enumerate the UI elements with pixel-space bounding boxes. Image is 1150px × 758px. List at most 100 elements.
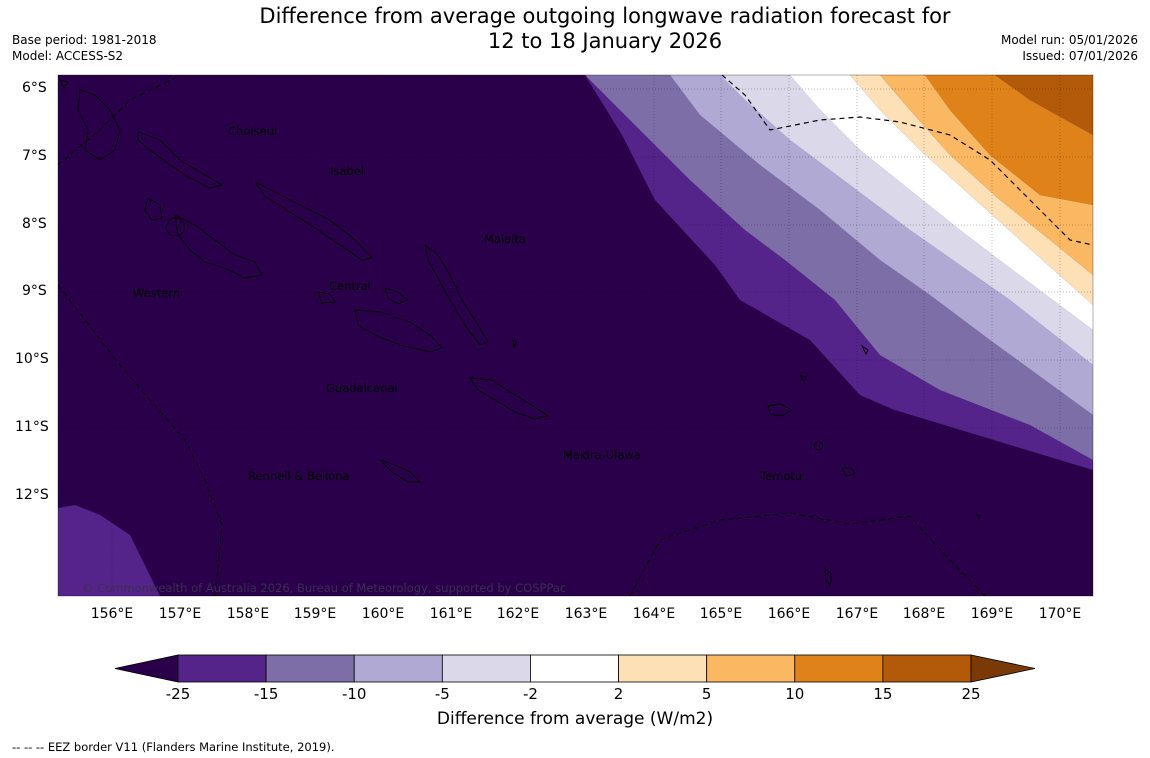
island-utupua xyxy=(814,441,823,451)
lat-label-10s: 10°S xyxy=(15,351,49,367)
island-santa-cruz xyxy=(767,403,793,417)
colorbar-tick: -2 xyxy=(522,685,538,703)
colorbar-tick: 10 xyxy=(785,685,805,703)
colorbar-cell-15-to-25 xyxy=(882,654,972,683)
lon-label-169e: 169°E xyxy=(970,606,1014,622)
colorbar-cell--25-to--15 xyxy=(177,654,267,683)
island-guadalcanal xyxy=(354,309,443,353)
lon-label-157e: 157°E xyxy=(158,606,202,622)
island-santa-isabel xyxy=(254,181,373,261)
lat-label-9s: 9°S xyxy=(22,283,47,299)
region-label-western: Western xyxy=(133,286,181,300)
eez-borders xyxy=(58,75,1093,596)
lon-label-159e: 159°E xyxy=(293,606,337,622)
island-new-georgia xyxy=(174,214,263,279)
colorbar-cell--2-to-2 xyxy=(530,654,619,683)
lon-label-156e: 156°E xyxy=(90,606,134,622)
island-reef-islands xyxy=(799,374,807,384)
lon-label-158e: 158°E xyxy=(226,606,270,622)
lon-label-164e: 164°E xyxy=(632,606,676,622)
colorbar-tick: 2 xyxy=(613,685,624,703)
model-name: Model: ACCESS-S2 xyxy=(12,49,124,63)
band-plus15-plus25 xyxy=(995,75,1093,135)
colorbar-label: Difference from average (W/m2) xyxy=(436,709,714,729)
region-label-temotu: Temotu xyxy=(760,469,803,483)
lat-label-6s: 6°S xyxy=(22,80,47,96)
lat-label-7s: 7°S xyxy=(22,148,47,164)
lon-label-166e: 166°E xyxy=(767,606,811,622)
colorbar-tick: -25 xyxy=(165,685,191,703)
colorbar-tick: 5 xyxy=(701,685,712,703)
colorbar-cell-5-to-10 xyxy=(706,654,796,683)
base-period: Base period: 1981-2018 xyxy=(12,33,157,47)
island-makira xyxy=(469,377,550,420)
issued-date: Issued: 07/01/2026 xyxy=(1022,49,1138,63)
lat-label-8s: 8°S xyxy=(22,216,47,232)
meta-left: Base period: 1981-2018 Model: ACCESS-S2 xyxy=(12,32,157,64)
eez-border-ne xyxy=(721,75,1093,246)
island-duff xyxy=(860,344,869,356)
colorbar-tick: 15 xyxy=(873,685,893,703)
island-malaita xyxy=(424,243,489,346)
colorbar-tick: 25 xyxy=(961,685,981,703)
island-kolombangara xyxy=(166,217,185,237)
colorbar-cell-10-to-15 xyxy=(794,654,884,683)
lon-label-170e: 170°E xyxy=(1038,606,1082,622)
colorbar-extend-high xyxy=(970,654,1036,683)
island-russell xyxy=(317,291,336,304)
island-sikaiana xyxy=(512,339,517,349)
lon-label-167e: 167°E xyxy=(835,606,879,622)
lon-label-160e: 160°E xyxy=(361,606,405,622)
eez-legend-note: -- -- -- EEZ border V11 (Flanders Marine… xyxy=(12,740,335,754)
colorbar-tick: -10 xyxy=(341,685,367,703)
island-vella-lavella xyxy=(144,197,163,221)
chart-title: Difference from average outgoing longwav… xyxy=(0,4,1150,54)
lon-label-163e: 163°E xyxy=(564,606,608,622)
colorbar-cell--10-to--5 xyxy=(353,654,443,683)
islands xyxy=(59,79,981,588)
title-line-1: Difference from average outgoing longwav… xyxy=(259,4,951,28)
model-run: Model run: 05/01/2026 xyxy=(1000,33,1138,47)
meta-right: Model run: 05/01/2026 Issued: 07/01/2026 xyxy=(1001,32,1138,64)
lon-label-161e: 161°E xyxy=(429,606,473,622)
band-minus2-plus2 xyxy=(790,75,1093,330)
island-rennell xyxy=(379,459,422,483)
band-minus5-minus2 xyxy=(720,75,1093,365)
colorbar-cell--5-to--2 xyxy=(441,654,531,683)
island-choiseul xyxy=(137,131,224,189)
lat-label-12s: 12°S xyxy=(15,487,49,503)
band-minus10-minus5 xyxy=(670,75,1093,415)
island-ontong-java xyxy=(59,79,69,89)
colorbar-tick: -15 xyxy=(253,685,279,703)
band-plus5-plus10 xyxy=(880,75,1093,275)
band-plus10-plus15 xyxy=(925,75,1093,205)
copyright-notice: © Commonwealth of Australia 2026, Bureau… xyxy=(82,581,567,595)
band-minus25-minus15-west xyxy=(58,85,1093,596)
region-label-isabel: Isabel xyxy=(330,164,365,178)
band-plus2-plus5 xyxy=(850,75,1093,305)
map-frame xyxy=(57,74,1094,597)
title-line-2: 12 to 18 January 2026 xyxy=(487,29,723,53)
island-nggela xyxy=(384,287,409,305)
region-label-rennell-bellona: Rennell & Bellona xyxy=(248,469,350,483)
lon-label-168e: 168°E xyxy=(902,606,946,622)
region-label-choiseul: Choiseul xyxy=(228,124,278,138)
lon-label-165e: 165°E xyxy=(699,606,743,622)
island-vanikoro xyxy=(841,467,856,477)
colorbar-extend-low xyxy=(114,654,179,683)
colorbar-tick: -5 xyxy=(434,685,450,703)
lat-label-11s: 11°S xyxy=(15,419,49,435)
colorbar-cell-2-to-5 xyxy=(618,654,708,683)
region-label-central: Central xyxy=(329,279,371,293)
eez-border-south xyxy=(629,512,986,596)
eez-border-west xyxy=(58,284,223,596)
island-tikopia xyxy=(976,514,981,520)
island-shortlands xyxy=(77,89,121,161)
band-minus15-minus10 xyxy=(585,75,1093,460)
island-anuta xyxy=(824,566,833,588)
region-label-guadalcanal: Guadalcanal xyxy=(326,381,398,395)
colorbar-cell--15-to--10 xyxy=(265,654,355,683)
eez-border-nw xyxy=(58,77,176,166)
